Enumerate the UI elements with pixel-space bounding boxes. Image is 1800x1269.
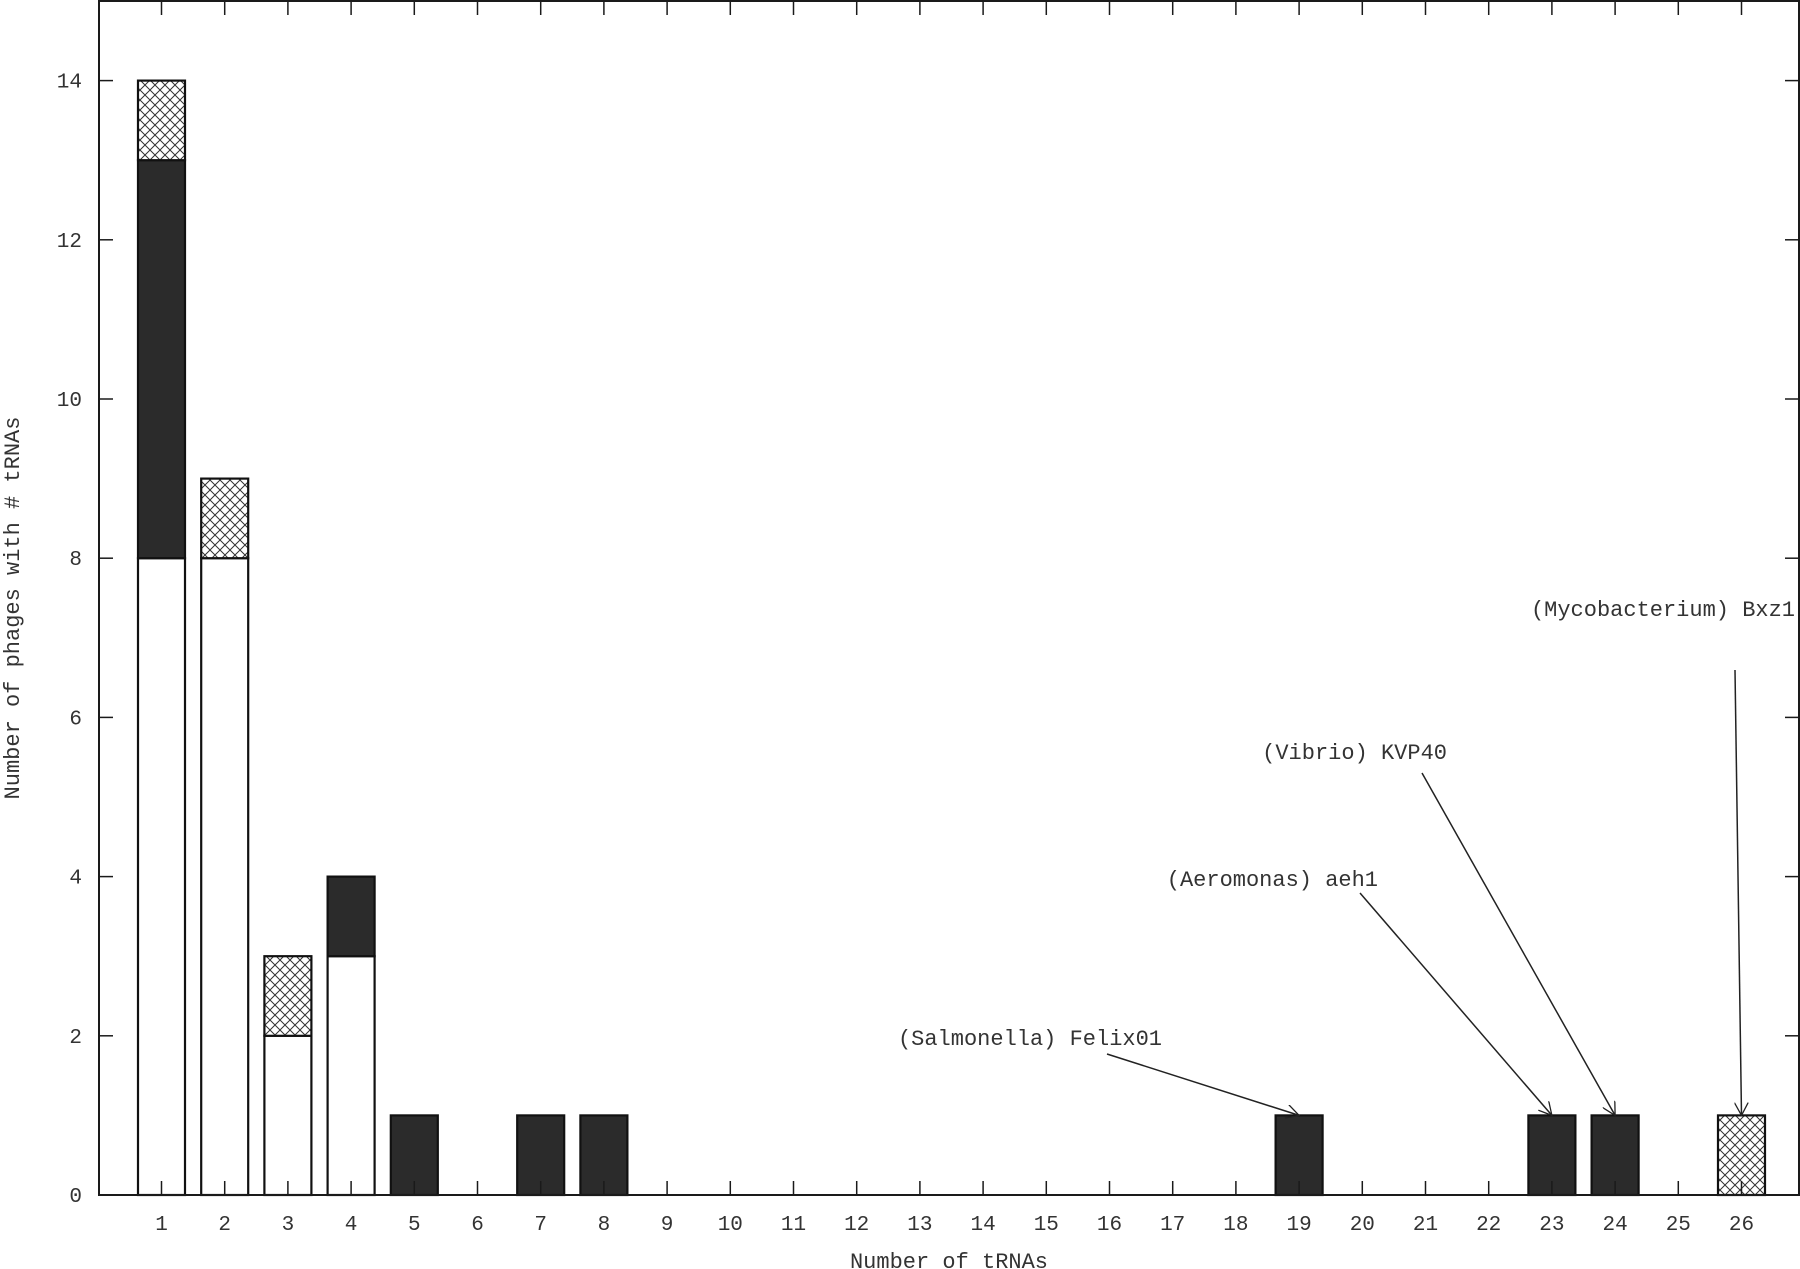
x-tick-label: 8 — [598, 1214, 611, 1237]
plot-frame — [98, 0, 1800, 1196]
x-tick-label: 26 — [1729, 1214, 1754, 1237]
bar-segment-white-3 — [263, 1034, 313, 1197]
x-tick-label: 23 — [1539, 1214, 1564, 1237]
annotations-layer: (Salmonella) Felix01 (Aeromonas) aeh1 (Vib… — [898, 598, 1795, 1115]
x-tick-label: 18 — [1223, 1214, 1248, 1237]
x-tick-label: 10 — [718, 1214, 743, 1237]
x-tick-label: 21 — [1413, 1214, 1438, 1237]
x-tick-label: 1 — [155, 1214, 168, 1237]
x-tick-label: 9 — [661, 1214, 674, 1237]
annotation-arrow — [1359, 892, 1552, 1115]
y-tick-label: 14 — [57, 72, 82, 95]
x-tick-label: 4 — [345, 1214, 358, 1237]
bar-segment-black-4 — [326, 875, 376, 958]
annotation-label: (Aeromonas) aeh1 — [1167, 868, 1378, 893]
x-tick-label: 7 — [534, 1214, 547, 1237]
bar-segment-white-1 — [136, 557, 187, 1197]
x-tick-label: 3 — [282, 1214, 295, 1237]
y-tick-label: 2 — [69, 1027, 82, 1050]
x-tick-label: 25 — [1666, 1214, 1691, 1237]
bar-segment-white-4 — [326, 955, 376, 1197]
annotation-arrow — [1421, 772, 1615, 1115]
y-tick-label: 8 — [69, 549, 82, 572]
x-tick-label: 14 — [970, 1214, 995, 1237]
annotation-arrow — [1106, 1053, 1299, 1115]
annotation-label: (Vibrio) KVP40 — [1262, 741, 1447, 766]
x-tick-label: 24 — [1602, 1214, 1627, 1237]
y-axis-label: Number of phages with # tRNAs — [1, 417, 26, 800]
y-tick-label: 10 — [57, 390, 82, 413]
x-tick-label: 11 — [781, 1214, 806, 1237]
x-tick-label: 2 — [218, 1214, 231, 1237]
annotation-arrow — [1734, 669, 1742, 1115]
y-tick-label: 12 — [57, 231, 82, 254]
y-tick-label: 4 — [69, 868, 82, 891]
x-tick-label: 15 — [1034, 1214, 1059, 1237]
bar-segment-black-1 — [136, 159, 187, 560]
bar-segment-crosshatch-2 — [200, 477, 250, 560]
y-tick-label: 6 — [69, 708, 82, 731]
x-tick-label: 13 — [907, 1214, 932, 1237]
x-tick-label: 12 — [844, 1214, 869, 1237]
bar-segment-white-2 — [200, 557, 250, 1197]
bar-segment-crosshatch-3 — [263, 955, 313, 1037]
bar-segment-crosshatch-1 — [136, 79, 187, 162]
x-axis-label: Number of tRNAs — [850, 1250, 1048, 1269]
x-tick-label: 22 — [1476, 1214, 1501, 1237]
ticks-layer: 1 2 3 4 5 6 7 8 9 10 11 12 13 14 15 16 17 18 19 20 21 22 23 24 2… — [57, 1, 1799, 1237]
x-tick-label: 6 — [471, 1214, 484, 1237]
y-tick-label: 0 — [69, 1186, 82, 1209]
annotation-label: (Mycobacterium) Bxz1 — [1531, 598, 1795, 623]
bars-layer — [136, 79, 1767, 1197]
x-tick-label: 16 — [1097, 1214, 1122, 1237]
annotation-label: (Salmonella) Felix01 — [898, 1027, 1162, 1052]
x-tick-label: 5 — [408, 1214, 421, 1237]
x-tick-label: 19 — [1286, 1214, 1311, 1237]
x-tick-label: 20 — [1350, 1214, 1375, 1237]
x-tick-label: 17 — [1160, 1214, 1185, 1237]
